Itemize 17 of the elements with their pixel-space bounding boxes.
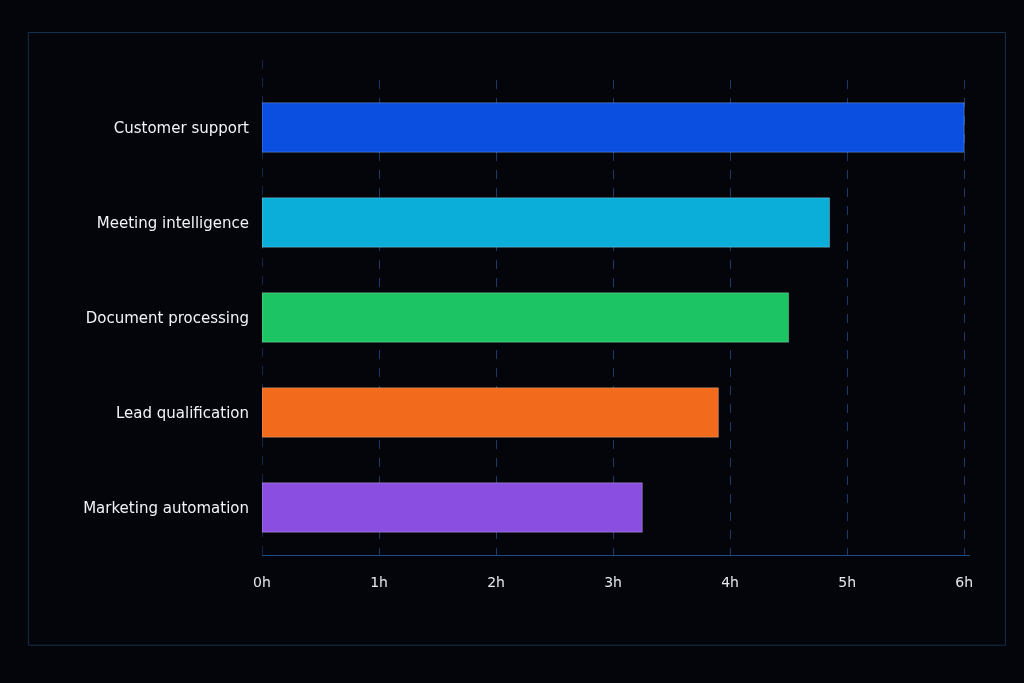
bar (262, 482, 643, 533)
bar (262, 102, 965, 153)
y-tick-label: Marketing automation (83, 498, 249, 517)
y-tick-label: Lead qualification (116, 403, 249, 422)
x-tick-label: 6h (955, 573, 974, 590)
x-tick-label: 2h (487, 573, 505, 590)
x-tick-label: 5h (838, 573, 857, 590)
x-tick-label: 3h (604, 573, 622, 590)
y-tick-label: Customer support (113, 118, 250, 137)
x-tick-label: 4h (721, 573, 739, 590)
bar (262, 292, 790, 343)
y-tick-label: Meeting intelligence (96, 213, 249, 232)
x-tick-label: 1h (370, 573, 388, 590)
x-tick-label: 0h (253, 573, 271, 590)
y-tick-label: Document processing (85, 308, 249, 327)
bar (262, 387, 719, 438)
bar (262, 197, 831, 248)
